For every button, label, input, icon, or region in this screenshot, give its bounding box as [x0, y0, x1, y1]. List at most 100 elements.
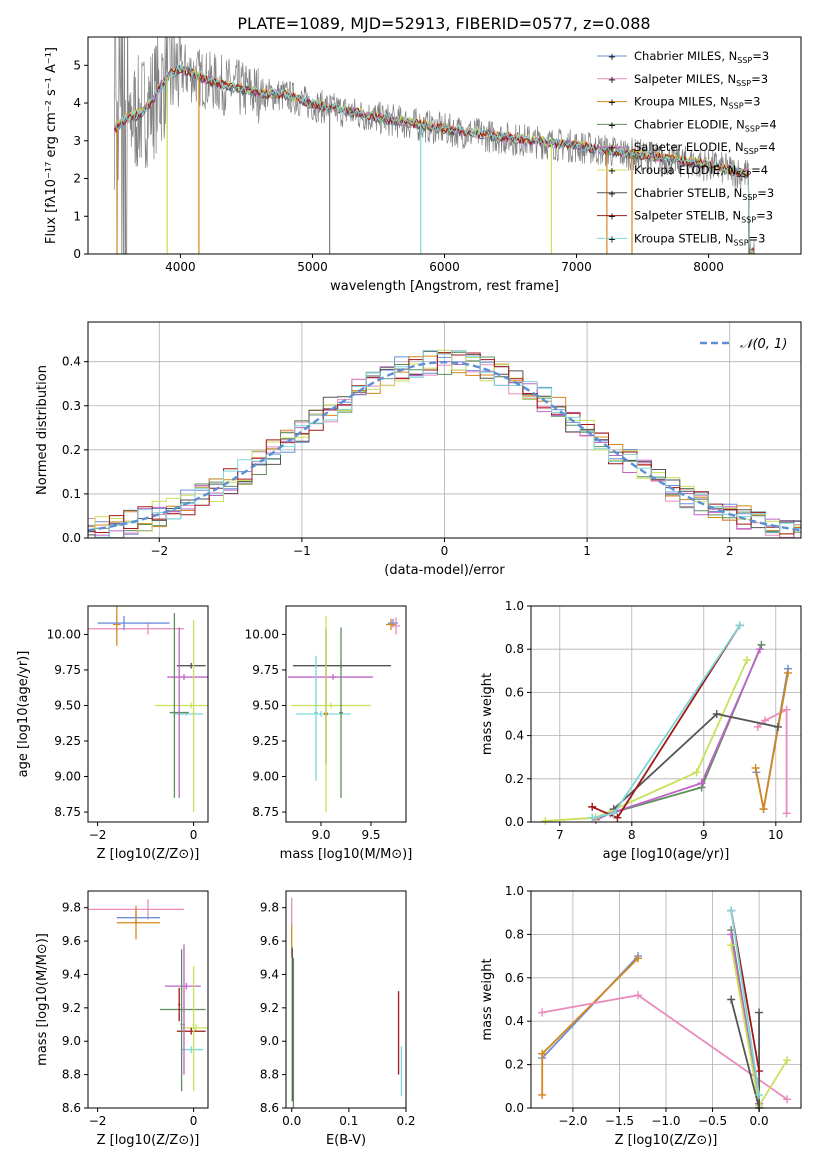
- x-axis-label: Z [log10(Z/Z⊙)]: [615, 1133, 718, 1148]
- series-kroupa_stelib: [588, 621, 744, 822]
- legend-label: Chabrier STELIB, NSSP=3: [634, 186, 774, 202]
- y-tick-label: 0.3: [62, 399, 81, 413]
- legend-marker: +: [608, 143, 616, 154]
- series-kroupa_stelib: [727, 906, 764, 1099]
- x-tick-label: 9.0: [311, 828, 330, 842]
- axes-border: [87, 605, 209, 823]
- y-tick-label: 9.6: [260, 934, 279, 948]
- x-axis-label: Z [log10(Z/Z⊙)]: [97, 1133, 200, 1148]
- y-tick-label: 10.00: [245, 627, 279, 641]
- x-tick-label: 0.0: [750, 1114, 769, 1128]
- point-marker: [588, 813, 597, 822]
- series-line: [591, 624, 741, 819]
- y-tick-label: 9.50: [252, 698, 279, 712]
- legend-label: 𝒩(0, 1): [740, 337, 787, 352]
- legend-marker: +: [608, 234, 616, 245]
- errorbar-salpeter_elodie: [288, 674, 373, 680]
- y-axis-label: mass [log10(M/M⊙)]: [35, 933, 50, 1066]
- axes-frame: 4000 5000 6000 7000 8000 0 1 2 3 4 5 wavelength [An…: [44, 36, 802, 294]
- errorbar-chabrier_elodie: [160, 1006, 206, 1013]
- plot-area: [88, 899, 208, 1092]
- y-tick-label: 8.75: [252, 805, 279, 819]
- x-tick-label: −1: [293, 544, 311, 558]
- x-tick-label: 7: [556, 828, 564, 842]
- errorbar-chabrier_stelib: [176, 662, 206, 669]
- series-salpeter_stelib: [588, 621, 744, 822]
- y-tick-label: 2: [73, 172, 81, 186]
- point-marker: [588, 802, 597, 811]
- x-tick-label: 1: [583, 544, 591, 558]
- x-tick-label: −1.5: [605, 1114, 634, 1128]
- axes-frame: −2 0 8.75 9.00 9.25 9.50 9.75 10.00 Z [log10(Z/Z…: [16, 605, 209, 862]
- errorbar-salpeter_stelib: [178, 987, 181, 1022]
- series-line: [730, 910, 760, 1096]
- plot-area: [291, 897, 403, 1108]
- y-axis-label: mass weight: [480, 673, 495, 755]
- mass-vs-extinction-panel: 0.0 0.1 0.2 8.6 8.8 9.0 9.2 9.4 9.6 9.8 E(B-V): [260, 890, 416, 1148]
- errorbar-salpeter_elodie: [167, 674, 208, 680]
- point-marker: [538, 1008, 547, 1017]
- axes-frame: −2 −1 0 1 2 0.0 0.1 0.2 0.3 0.4 (data-model)/error…: [35, 321, 802, 578]
- y-tick-label: 5: [73, 58, 81, 72]
- plot-area: [288, 615, 400, 813]
- legend-label: Kroupa STELIB, NSSP=3: [634, 231, 765, 247]
- age-vs-mass-panel: 9.0 9.5 8.75 9.00 9.25 9.50 9.75 10.00 mass [log…: [245, 605, 413, 862]
- y-tick-label: 9.75: [252, 663, 279, 677]
- point-marker: [773, 722, 782, 731]
- errorbar-salpeter_miles: [88, 623, 184, 635]
- axes-border: [87, 890, 209, 1109]
- legend-marker: +: [608, 166, 616, 177]
- residual-histogram-panel: −2 −1 0 1 2 0.0 0.1 0.2 0.3 0.4 (data-model)/error…: [35, 321, 802, 578]
- y-tick-label: 0.6: [505, 685, 524, 699]
- axes-frame: 7 8 9 10 0.0 0.2 0.4 0.6 0.8 1.0 age [log10(age/yr…: [480, 599, 802, 862]
- y-tick-label: 0.0: [505, 815, 524, 829]
- x-tick-label: 8: [628, 828, 636, 842]
- y-tick-label: 9.50: [54, 698, 81, 712]
- y-tick-label: 3: [73, 134, 81, 148]
- point-marker: [761, 716, 769, 725]
- point-marker: [743, 656, 751, 664]
- y-tick-label: 8.8: [260, 1068, 279, 1082]
- errorbar-kroupa_stelib: [314, 655, 318, 781]
- x-tick-label: 2: [726, 544, 734, 558]
- model-spectrum-kroupa_stelib: [114, 63, 755, 254]
- y-tick-label: 0.6: [505, 971, 524, 985]
- legend-label: Salpeter STELIB, NSSP=3: [634, 209, 773, 225]
- series-kroupa_elodie: [541, 656, 751, 825]
- x-axis-label: mass [log10(M/M⊙)]: [280, 847, 413, 862]
- point-marker: [712, 710, 721, 718]
- point-marker: [755, 1008, 764, 1017]
- y-tick-label: 9.8: [260, 901, 279, 915]
- plot-area: [538, 906, 792, 1112]
- plot-area: [541, 621, 793, 825]
- y-tick-label: 0.0: [505, 1101, 524, 1115]
- normal-curve: [88, 360, 801, 532]
- legend-label: Kroupa MILES, NSSP=3: [634, 95, 760, 111]
- point-marker: [692, 768, 701, 777]
- massweight-vs-metallicity-panel: −2.0 −1.5 −1.0 −0.5 0.0 0.0 0.2 0.4 0.6 0.8 1.0 Z […: [480, 884, 802, 1148]
- histogram-chabrier_elodie: [88, 350, 801, 538]
- y-axis-label: mass weight: [480, 958, 495, 1040]
- plot-area: [113, 37, 755, 254]
- age-vs-metallicity-panel: −2 0 8.75 9.00 9.25 9.50 9.75 10.00 Z [log10(Z/Z…: [16, 605, 209, 862]
- axes-frame: 9.0 9.5 8.75 9.00 9.25 9.50 9.75 10.00 mass [log…: [245, 605, 413, 862]
- series-line: [595, 644, 763, 821]
- model-spectrum-salpeter_stelib: [113, 65, 755, 254]
- errorbar-kroupa_elodie: [291, 702, 371, 709]
- x-tick-label: 10: [768, 828, 783, 842]
- series-line: [541, 957, 639, 1095]
- x-axis-label: wavelength [Angstrom, rest frame]: [330, 279, 559, 294]
- y-tick-label: 0.2: [505, 1058, 524, 1072]
- x-tick-label: −1.0: [651, 1114, 680, 1128]
- x-tick-label: −2: [150, 544, 168, 558]
- y-tick-label: 9.00: [54, 770, 81, 784]
- point-marker: [755, 1067, 764, 1076]
- x-tick-label: 0.2: [396, 1114, 415, 1128]
- x-tick-label: 5000: [297, 260, 328, 274]
- errorbar-salpeter_miles: [392, 617, 400, 635]
- x-axis-label: age [log10(age/yr)]: [603, 847, 730, 862]
- errorbar-kroupa_miles: [112, 606, 121, 646]
- histogram-chabrier_miles: [88, 356, 801, 538]
- y-tick-label: 8.6: [260, 1101, 279, 1115]
